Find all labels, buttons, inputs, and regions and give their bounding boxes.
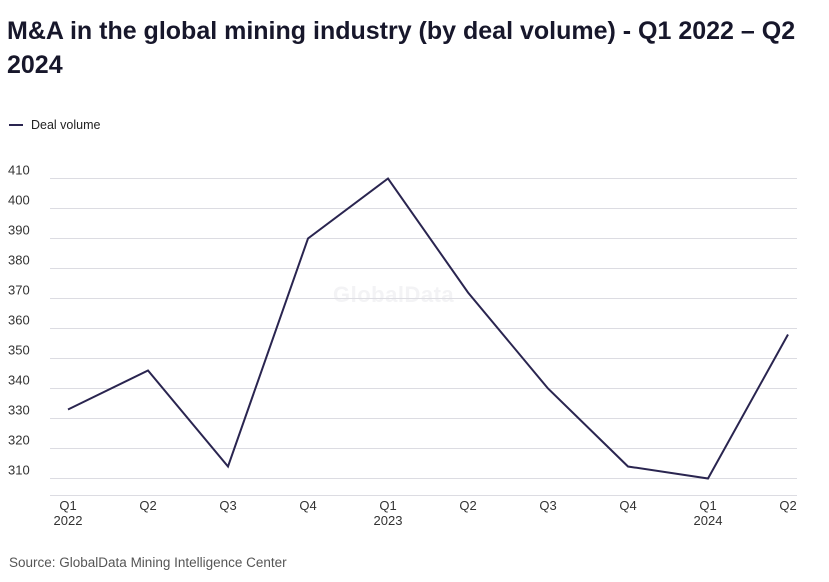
x-tick-label: Q2 <box>139 498 156 513</box>
x-tick-label: Q4 <box>619 498 636 513</box>
y-tick-label: 310 <box>8 463 30 478</box>
legend: Deal volume <box>9 118 100 132</box>
x-tick-label: Q3 <box>219 498 236 513</box>
y-tick-label: 360 <box>8 313 30 328</box>
y-tick-label: 340 <box>8 373 30 388</box>
x-tick-label: Q3 <box>539 498 556 513</box>
x-tick-label: Q1 <box>699 498 716 513</box>
x-tick-label: Q4 <box>299 498 316 513</box>
x-year-label: 2024 <box>694 513 723 528</box>
y-tick-label: 390 <box>8 223 30 238</box>
legend-swatch <box>9 124 23 126</box>
x-tick-label: Q1 <box>59 498 76 513</box>
y-tick-label: 380 <box>8 253 30 268</box>
y-tick-label: 330 <box>8 403 30 418</box>
y-tick-label: 400 <box>8 193 30 208</box>
x-tick-label: Q2 <box>779 498 796 513</box>
x-tick-label: Q1 <box>379 498 396 513</box>
chart-title: M&A in the global mining industry (by de… <box>7 17 796 79</box>
y-tick-label: 320 <box>8 433 30 448</box>
x-year-label: 2022 <box>54 513 83 528</box>
series-line-deal-volume <box>67 177 789 480</box>
x-tick-label: Q2 <box>459 498 476 513</box>
y-tick-label: 410 <box>8 163 30 178</box>
y-tick-label: 370 <box>8 283 30 298</box>
y-tick-label: 350 <box>8 343 30 358</box>
watermark: GlobalData <box>333 282 455 307</box>
x-year-label: 2023 <box>374 513 403 528</box>
source-note: Source: GlobalData Mining Intelligence C… <box>9 555 287 570</box>
legend-label: Deal volume <box>31 118 101 132</box>
